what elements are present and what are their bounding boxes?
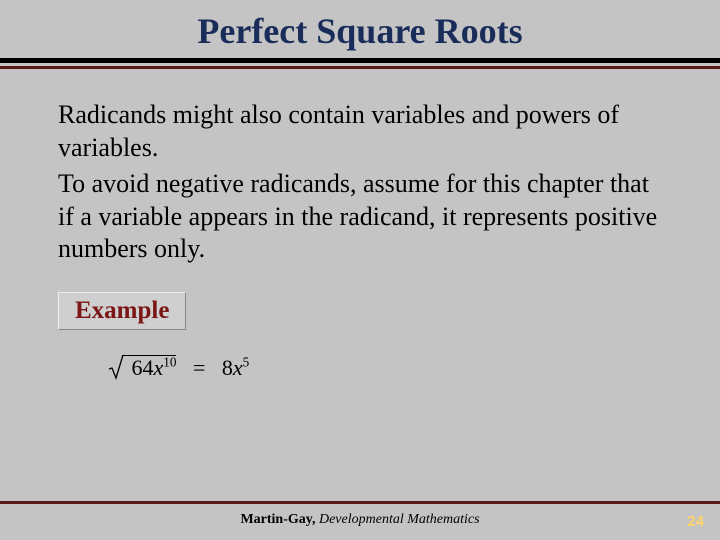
equals-sign: = xyxy=(193,355,205,380)
footer-author: Martin-Gay, xyxy=(240,512,319,527)
footer: Martin-Gay, Developmental Mathematics xyxy=(0,512,720,528)
result-var: x xyxy=(233,355,243,380)
example-label: Example xyxy=(58,292,186,330)
result: 8x5 xyxy=(222,355,249,380)
radicand-var: x xyxy=(154,355,164,380)
radical-bar xyxy=(122,355,176,356)
result-coef: 8 xyxy=(222,355,233,380)
radicand-coef: 64 xyxy=(132,355,154,380)
slide-number: 24 xyxy=(687,513,704,530)
paragraph-1: Radicands might also contain variables a… xyxy=(58,99,662,164)
radicand: 64x10 xyxy=(130,355,177,380)
title-bar: Perfect Square Roots xyxy=(0,0,720,52)
footer-divider xyxy=(0,501,720,504)
footer-book: Developmental Mathematics xyxy=(319,512,480,527)
radicand-exp: 10 xyxy=(163,354,176,369)
slide: Perfect Square Roots Radicands might als… xyxy=(0,0,720,540)
divider-thick xyxy=(0,58,720,63)
equation: 64x10 = 8x5 xyxy=(108,354,720,381)
radical-icon xyxy=(108,354,124,380)
result-exp: 5 xyxy=(243,354,250,369)
sqrt-expression: 64x10 xyxy=(108,354,176,381)
page-title: Perfect Square Roots xyxy=(0,10,720,52)
body-text: Radicands might also contain variables a… xyxy=(0,69,720,266)
paragraph-2: To avoid negative radicands, assume for … xyxy=(58,168,662,266)
